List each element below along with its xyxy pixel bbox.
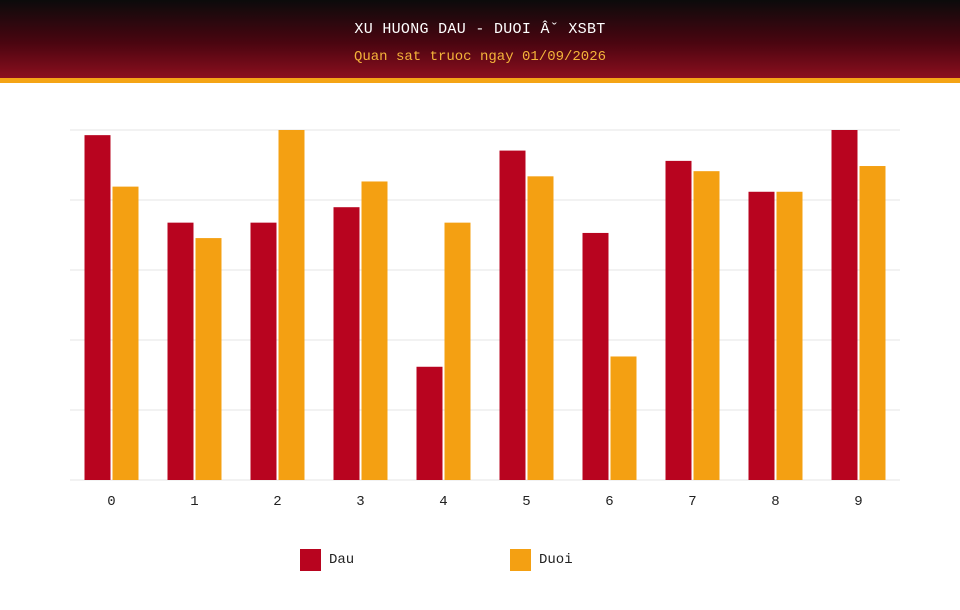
bar-dau-4 xyxy=(416,366,443,480)
legend-swatch-duoi xyxy=(510,549,531,571)
header-accent-bar xyxy=(0,78,960,83)
x-tick-label: 7 xyxy=(688,494,696,510)
bar-duoi-6 xyxy=(610,356,637,480)
bar-duoi-9 xyxy=(859,166,886,480)
bar-duoi-7 xyxy=(693,171,720,481)
bar-dau-1 xyxy=(167,222,194,480)
bar-duoi-0 xyxy=(112,186,139,480)
bar-dau-6 xyxy=(582,232,609,480)
x-tick-label: 4 xyxy=(439,494,447,510)
legend-label-dau: Dau xyxy=(329,552,355,568)
bar-dau-0 xyxy=(84,135,111,480)
x-tick-label: 1 xyxy=(190,494,198,510)
bar-duoi-3 xyxy=(361,181,388,480)
x-tick-label: 9 xyxy=(854,494,862,510)
x-tick-label: 8 xyxy=(771,494,779,510)
bar-dau-3 xyxy=(333,207,360,481)
legend-label-duoi: Duoi xyxy=(539,552,573,568)
bar-dau-8 xyxy=(748,191,775,480)
bar-dau-5 xyxy=(499,150,526,480)
bar-duoi-2 xyxy=(278,130,305,480)
header-banner: XU HUONG DAU - DUOI Âˇ XSBT Quan sat tru… xyxy=(0,0,960,78)
legend-swatch-dau xyxy=(300,549,321,571)
bar-duoi-4 xyxy=(444,222,471,480)
chart-title: XU HUONG DAU - DUOI Âˇ XSBT xyxy=(354,21,606,38)
bar-duoi-1 xyxy=(195,238,222,480)
x-tick-label: 5 xyxy=(522,494,530,510)
bar-duoi-8 xyxy=(776,191,803,480)
chart-subtitle: Quan sat truoc ngay 01/09/2026 xyxy=(353,49,607,65)
x-tick-label: 0 xyxy=(107,494,115,510)
bar-dau-7 xyxy=(665,160,692,480)
bar-dau-2 xyxy=(250,222,277,480)
bar-dau-9 xyxy=(831,130,858,480)
x-tick-label: 6 xyxy=(605,494,613,510)
x-tick-label: 2 xyxy=(273,494,281,510)
bar-duoi-5 xyxy=(527,176,554,480)
x-tick-label: 3 xyxy=(356,494,364,510)
